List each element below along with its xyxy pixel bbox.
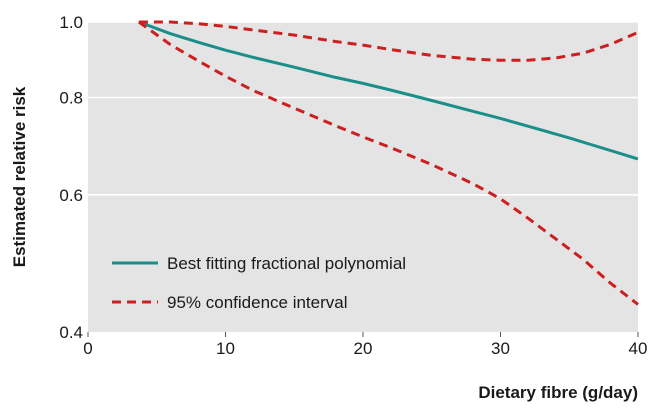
series-line-0 — [138, 20, 639, 161]
legend-label-ci: 95% confidence interval — [167, 293, 348, 312]
plot-area — [88, 22, 638, 332]
x-tick-label-3: 30 — [491, 339, 510, 358]
y-axis-ticks: 0.4 0.6 0.8 1.0 — [59, 13, 83, 342]
x-tick-label-0: 0 — [83, 339, 92, 358]
y-tick-label-1: 0.6 — [59, 186, 83, 205]
series-line-2 — [138, 20, 639, 306]
x-tick-label-1: 10 — [216, 339, 235, 358]
x-tick-label-4: 40 — [629, 339, 648, 358]
x-axis-ticks: 0 10 20 30 40 — [83, 332, 647, 358]
gridlines — [88, 21, 638, 196]
y-tick-label-2: 0.8 — [59, 88, 83, 107]
x-tick-label-2: 20 — [354, 339, 373, 358]
series-line-1 — [138, 20, 639, 62]
x-axis-label: Dietary fibre (g/day) — [478, 383, 638, 402]
legend-label-fitted: Best fitting fractional polynomial — [167, 254, 406, 273]
y-tick-label-0: 0.4 — [59, 323, 83, 342]
y-tick-label-3: 1.0 — [59, 13, 83, 32]
legend: Best fitting fractional polynomial 95% c… — [112, 254, 406, 312]
series-lines — [138, 20, 639, 306]
y-axis-label: Estimated relative risk — [10, 86, 29, 267]
